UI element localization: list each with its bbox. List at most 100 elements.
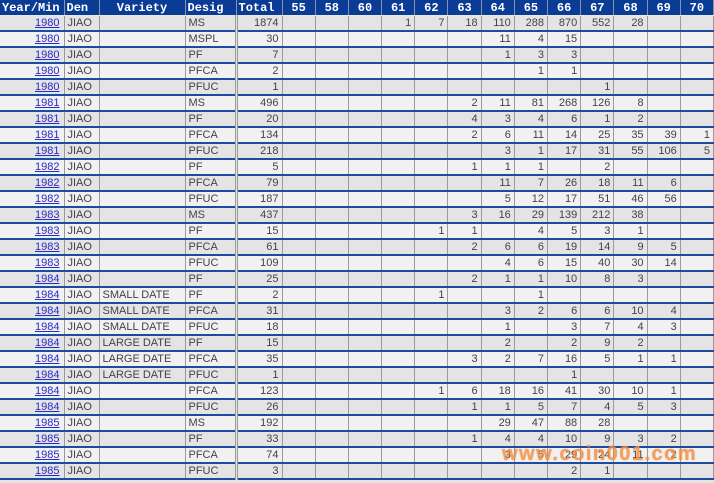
year-link[interactable]: 1984 bbox=[35, 305, 60, 317]
cell-grade-68: 46 bbox=[613, 191, 648, 208]
cell-grade-63 bbox=[447, 319, 482, 336]
cell-grade-60 bbox=[348, 143, 383, 160]
cell-grade-68: 3 bbox=[613, 271, 648, 288]
cell-total: 18 bbox=[234, 319, 283, 336]
cell-grade-69: 2 bbox=[647, 431, 681, 448]
year-link[interactable]: 1982 bbox=[35, 177, 60, 189]
cell-grade-65: 3 bbox=[514, 47, 549, 64]
column-header-67: 67 bbox=[580, 0, 615, 16]
cell-grade-55 bbox=[282, 175, 316, 192]
year-link[interactable]: 1982 bbox=[35, 161, 60, 173]
cell-grade-60 bbox=[348, 367, 383, 384]
cell-grade-65: 5 bbox=[514, 447, 549, 464]
cell-grade-68 bbox=[613, 31, 648, 48]
cell-grade-60 bbox=[348, 319, 383, 336]
cell-grade-65 bbox=[514, 319, 549, 336]
cell-desig: PFUC bbox=[185, 319, 236, 336]
cell-grade-60 bbox=[348, 255, 383, 272]
cell-grade-68 bbox=[613, 415, 648, 432]
cell-grade-65: 1 bbox=[514, 143, 549, 160]
cell-grade-67: 5 bbox=[580, 351, 615, 368]
cell-grade-55 bbox=[282, 159, 316, 176]
year-link[interactable]: 1983 bbox=[35, 209, 60, 221]
table-row: 1984 JIAO SMALL DATE PFCA 31 3 2 6 6 10 4 bbox=[0, 303, 714, 320]
cell-grade-64: 2 bbox=[481, 335, 515, 352]
year-link[interactable]: 1980 bbox=[35, 81, 60, 93]
year-link[interactable]: 1984 bbox=[35, 385, 60, 397]
cell-variety: LARGE DATE bbox=[99, 335, 186, 352]
year-link[interactable]: 1981 bbox=[35, 129, 60, 141]
cell-grade-55 bbox=[282, 415, 316, 432]
cell-grade-58 bbox=[315, 319, 349, 336]
year-link[interactable]: 1984 bbox=[35, 369, 60, 381]
year-link[interactable]: 1981 bbox=[35, 145, 60, 157]
cell-grade-70: 5 bbox=[680, 143, 714, 160]
year-link[interactable]: 1984 bbox=[35, 401, 60, 413]
cell-grade-70 bbox=[680, 271, 714, 288]
year-link[interactable]: 1980 bbox=[35, 49, 60, 61]
year-link[interactable]: 1983 bbox=[35, 241, 60, 253]
cell-grade-68: 35 bbox=[613, 127, 648, 144]
year-link[interactable]: 1984 bbox=[35, 289, 60, 301]
cell-grade-55 bbox=[282, 191, 316, 208]
cell-grade-61 bbox=[381, 399, 416, 416]
column-header-70: 70 bbox=[680, 0, 714, 16]
cell-grade-61 bbox=[381, 271, 416, 288]
cell-grade-66: 7 bbox=[547, 399, 582, 416]
cell-desig: PF bbox=[185, 223, 236, 240]
cell-year: 1981 bbox=[0, 127, 65, 144]
cell-grade-64: 3 bbox=[481, 111, 515, 128]
cell-year: 1982 bbox=[0, 191, 65, 208]
cell-grade-58 bbox=[315, 351, 349, 368]
cell-grade-66 bbox=[547, 159, 582, 176]
cell-grade-61 bbox=[381, 463, 416, 480]
year-link[interactable]: 1983 bbox=[35, 257, 60, 269]
column-header-desig: Desig bbox=[185, 0, 237, 16]
cell-grade-64 bbox=[481, 463, 515, 480]
cell-grade-60 bbox=[348, 223, 383, 240]
year-link[interactable]: 1984 bbox=[35, 321, 60, 333]
cell-grade-69: 56 bbox=[647, 191, 681, 208]
year-link[interactable]: 1981 bbox=[35, 97, 60, 109]
cell-grade-68 bbox=[613, 463, 648, 480]
cell-year: 1983 bbox=[0, 255, 65, 272]
year-link[interactable]: 1984 bbox=[35, 337, 60, 349]
year-link[interactable]: 1981 bbox=[35, 113, 60, 125]
cell-desig: PFUC bbox=[185, 255, 236, 272]
cell-den: JIAO bbox=[64, 335, 100, 352]
cell-grade-64: 11 bbox=[481, 175, 515, 192]
table-row: 1985 JIAO PFCA 74 3 5 29 24 11 2 bbox=[0, 447, 714, 464]
cell-grade-64: 3 bbox=[481, 303, 515, 320]
cell-den: JIAO bbox=[64, 367, 100, 384]
cell-total: 2 bbox=[234, 287, 283, 304]
cell-grade-65: 81 bbox=[514, 95, 549, 112]
cell-year: 1983 bbox=[0, 207, 65, 224]
year-link[interactable]: 1980 bbox=[35, 33, 60, 45]
cell-year: 1980 bbox=[0, 47, 65, 64]
cell-grade-62 bbox=[414, 175, 449, 192]
year-link[interactable]: 1985 bbox=[35, 449, 60, 461]
year-link[interactable]: 1984 bbox=[35, 353, 60, 365]
year-link[interactable]: 1985 bbox=[35, 417, 60, 429]
year-link[interactable]: 1980 bbox=[35, 65, 60, 77]
cell-den: JIAO bbox=[64, 143, 100, 160]
year-link[interactable]: 1985 bbox=[35, 433, 60, 445]
table-row: 1985 JIAO MS 192 29 47 88 28 bbox=[0, 415, 714, 432]
cell-grade-65: 7 bbox=[514, 175, 549, 192]
cell-grade-61 bbox=[381, 63, 416, 80]
cell-grade-66: 5 bbox=[547, 223, 582, 240]
cell-desig: PFCA bbox=[185, 127, 236, 144]
year-link[interactable]: 1984 bbox=[35, 273, 60, 285]
year-link[interactable]: 1982 bbox=[35, 193, 60, 205]
cell-grade-66: 139 bbox=[547, 207, 582, 224]
year-link[interactable]: 1980 bbox=[35, 17, 60, 29]
cell-grade-70 bbox=[680, 383, 714, 400]
year-link[interactable]: 1985 bbox=[35, 465, 60, 477]
cell-total: 1874 bbox=[234, 15, 283, 32]
cell-total: 15 bbox=[234, 335, 283, 352]
year-link[interactable]: 1983 bbox=[35, 225, 60, 237]
table-row: 1980 JIAO PF 7 1 3 3 bbox=[0, 47, 714, 64]
cell-desig: PFUC bbox=[185, 463, 236, 480]
cell-desig: PFUC bbox=[185, 143, 236, 160]
cell-grade-69 bbox=[647, 223, 681, 240]
